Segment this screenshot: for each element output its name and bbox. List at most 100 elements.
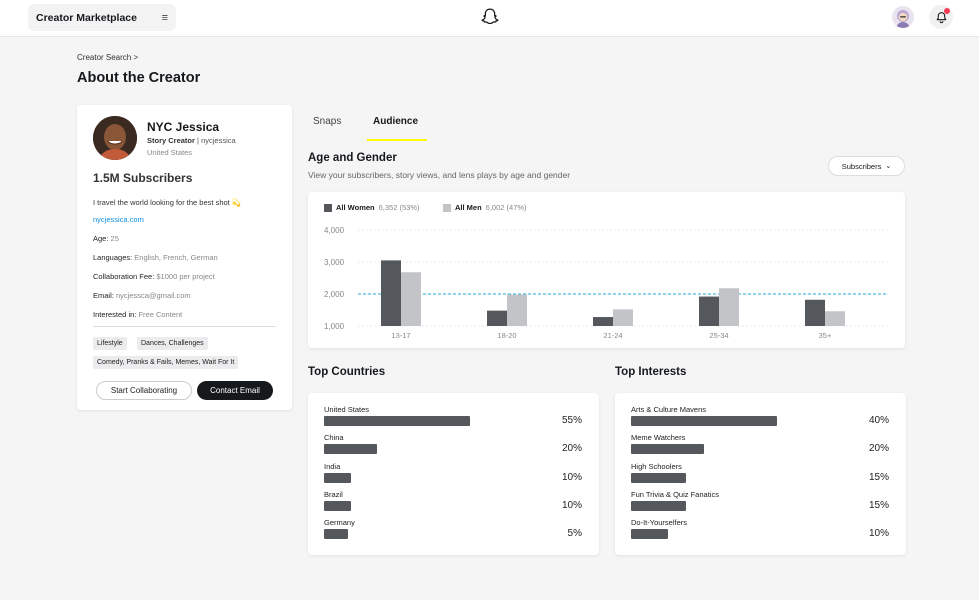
languages-label: Languages: xyxy=(93,253,133,262)
interest-percent: 15% xyxy=(868,499,889,511)
legend-women-value: 6,352 (53%) xyxy=(378,203,420,212)
country-percent: 10% xyxy=(561,471,582,483)
country-label: Brazil xyxy=(324,489,343,499)
creator-bio: I travel the world looking for the best … xyxy=(93,198,242,207)
tag-comedy[interactable]: Comedy, Pranks & Fails, Memes, Wait For … xyxy=(93,356,239,369)
interest-row: Meme Watchers 20% xyxy=(631,433,889,461)
legend-men-value: 6,002 (47%) xyxy=(485,203,527,212)
tag-dances[interactable]: Dances, Challenges xyxy=(137,337,208,350)
interest-bar xyxy=(631,472,686,483)
legend-men[interactable]: All Men 6,002 (47%) xyxy=(443,203,527,212)
legend-men-swatch xyxy=(443,203,451,212)
interest-label: Fun Trivia & Quiz Fanatics xyxy=(631,489,719,499)
role-text: Story Creator xyxy=(147,136,195,145)
notification-dot xyxy=(944,8,950,14)
profile-card: NYC Jessica Story Creator | nycjessica U… xyxy=(77,105,292,410)
country-row: Brazil 10% xyxy=(324,490,582,518)
interest-row: Fun Trivia & Quiz Fanatics 15% xyxy=(631,490,889,518)
tab-audience[interactable]: Audience xyxy=(373,116,419,127)
age-label: Age: xyxy=(93,234,109,243)
bar-women xyxy=(381,260,401,326)
country-bar xyxy=(324,444,378,455)
languages-value: English, French, German xyxy=(134,253,218,262)
interested-label: Interested in: xyxy=(93,310,137,319)
interest-label: Do-It-Yourselfers xyxy=(631,518,687,528)
bar-women xyxy=(805,299,825,326)
country-percent: 10% xyxy=(561,499,582,511)
interest-row: High Schoolers 15% xyxy=(631,462,889,490)
bar-chart-plot: 1,000 2,000 3,000 4,000 13-17 18-20 21-24 25-34… xyxy=(324,226,888,340)
metric-dropdown[interactable]: Subscribers ⌄ xyxy=(828,156,905,176)
x-tick-label: 35+ xyxy=(819,331,832,340)
legend-women-swatch xyxy=(324,203,332,212)
profile-photo xyxy=(93,116,137,160)
creator-country: United States xyxy=(147,148,193,157)
bar-men xyxy=(507,294,527,326)
chevron-down-icon: ⌄ xyxy=(885,163,892,170)
age-row: Age: 25 xyxy=(93,234,119,243)
y-tick-label: 1,000 xyxy=(324,322,345,331)
top-countries-title: Top Countries xyxy=(308,366,386,378)
country-percent: 55% xyxy=(561,415,582,426)
menu-icon[interactable]: ≡ xyxy=(161,11,168,24)
country-row: Germany 5% xyxy=(324,518,582,546)
interested-value: Free Content xyxy=(138,310,183,319)
legend-men-label: All Men xyxy=(455,203,482,212)
country-percent: 5% xyxy=(567,528,582,540)
country-label: Germany xyxy=(324,518,355,528)
x-tick-label: 13-17 xyxy=(391,331,410,340)
divider xyxy=(93,326,276,327)
interest-percent: 15% xyxy=(868,471,889,483)
legend-women[interactable]: All Women 6,352 (53%) xyxy=(324,203,419,212)
bar-women xyxy=(699,296,719,326)
snapchat-ghost-icon[interactable] xyxy=(480,7,500,27)
dropdown-value: Subscribers xyxy=(841,161,882,171)
interest-bar xyxy=(631,500,686,511)
y-tick-label: 2,000 xyxy=(324,290,345,299)
user-avatar[interactable] xyxy=(892,6,914,28)
interest-percent: 40% xyxy=(868,415,889,426)
top-interests-card: Arts & Culture Mavens 40% Meme Watchers 20%… xyxy=(615,393,906,555)
interest-label: High Schoolers xyxy=(631,461,682,471)
interest-row: Arts & Culture Mavens 40% xyxy=(631,405,889,433)
country-percent: 20% xyxy=(561,443,582,455)
x-tick-label: 21-24 xyxy=(603,331,622,340)
interest-percent: 20% xyxy=(868,443,889,455)
email-label: Email: xyxy=(93,291,114,300)
tag-lifestyle[interactable]: Lifestyle xyxy=(93,337,127,350)
app-switcher[interactable]: Creator Marketplace ≡ xyxy=(28,4,176,31)
app-name: Creator Marketplace xyxy=(36,11,137,24)
legend-women-label: All Women xyxy=(336,203,375,212)
bar-men xyxy=(613,309,633,326)
country-label: United States xyxy=(324,405,370,414)
contact-email-button[interactable]: Contact Email xyxy=(197,381,273,400)
notifications-button[interactable] xyxy=(929,5,953,29)
start-collaborating-button[interactable]: Start Collaborating xyxy=(96,381,192,400)
country-bar xyxy=(324,529,348,540)
country-row: United States 55% xyxy=(324,405,582,433)
interest-label: Arts & Culture Mavens xyxy=(631,405,707,414)
interest-label: Meme Watchers xyxy=(631,433,686,443)
tab-snaps[interactable]: Snaps xyxy=(313,116,342,127)
active-tab-indicator xyxy=(367,139,427,141)
creator-website-link[interactable]: nycjessica.com xyxy=(93,215,144,224)
age-gender-subtitle: View your subscribers, story views, and … xyxy=(308,170,571,180)
email-value[interactable]: nycjessca@gmail.com xyxy=(115,291,191,300)
age-value: 25 xyxy=(110,234,119,243)
interest-row: Do-It-Yourselfers 10% xyxy=(631,518,889,546)
creator-handle: nycjessica xyxy=(201,136,236,145)
x-tick-label: 25-34 xyxy=(709,331,728,340)
subscriber-count: 1.5M Subscribers xyxy=(93,171,193,185)
bar-men xyxy=(401,272,421,326)
country-row: China 20% xyxy=(324,433,582,461)
breadcrumb[interactable]: Creator Search > xyxy=(77,53,139,62)
bar-women xyxy=(487,310,507,326)
country-bar xyxy=(324,416,470,426)
age-gender-chart: All Women 6,352 (53%) All Men 6,002 (47%… xyxy=(308,192,905,348)
interest-bar xyxy=(631,444,704,455)
country-label: China xyxy=(324,433,344,443)
top-countries-card: United States 55% China 20% India 10% Brazil 10… xyxy=(308,393,599,555)
y-tick-label: 3,000 xyxy=(324,258,345,267)
y-tick-label: 4,000 xyxy=(324,226,345,235)
fee-value: $1000 per project xyxy=(156,272,215,281)
